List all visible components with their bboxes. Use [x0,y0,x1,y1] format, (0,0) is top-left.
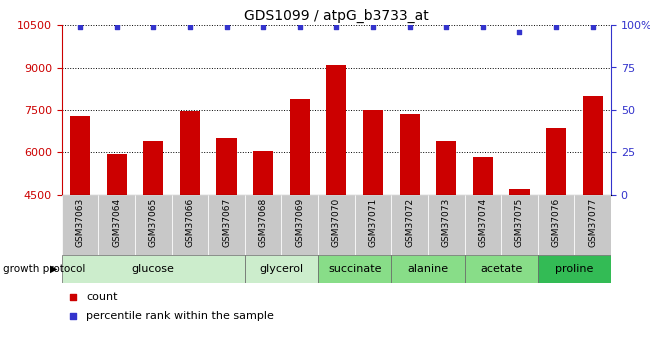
Bar [326,65,346,195]
Point [294,24,305,29]
Bar [107,154,127,195]
Text: count: count [86,292,118,302]
Bar [253,151,273,195]
Point [148,24,159,29]
Bar [546,128,566,195]
Text: alanine: alanine [408,264,448,274]
Point [588,24,598,29]
Bar [355,195,391,255]
Bar [391,195,428,255]
Point [478,24,488,29]
Point [75,24,85,29]
Point [431,64,441,70]
Point [258,24,268,29]
Bar [473,157,493,195]
Bar [143,141,163,195]
Text: GSM37077: GSM37077 [588,198,597,247]
Bar [428,195,465,255]
Text: GSM37065: GSM37065 [149,198,158,247]
Text: glucose: glucose [132,264,175,274]
Point [368,24,378,29]
Bar [172,195,208,255]
Text: GSM37064: GSM37064 [112,198,121,247]
Bar [62,255,245,283]
Bar [575,195,611,255]
Bar [436,141,456,195]
Text: GSM37070: GSM37070 [332,198,341,247]
Text: GSM37067: GSM37067 [222,198,231,247]
Bar [318,195,355,255]
Point [221,24,232,29]
Bar [582,96,603,195]
Point [441,24,451,29]
Text: proline: proline [555,264,593,274]
Text: GSM37074: GSM37074 [478,198,488,247]
Point [331,24,342,29]
Bar [245,255,318,283]
Text: GSM37063: GSM37063 [75,198,84,247]
Text: acetate: acetate [480,264,523,274]
Bar [318,255,391,283]
Title: GDS1099 / atpG_b3733_at: GDS1099 / atpG_b3733_at [244,8,429,22]
Bar [501,195,538,255]
Text: GSM37069: GSM37069 [295,198,304,247]
Bar [538,195,575,255]
Point [112,24,122,29]
Bar [70,116,90,195]
Bar [510,189,530,195]
Text: growth protocol: growth protocol [3,264,86,274]
Bar [245,195,281,255]
Text: succinate: succinate [328,264,382,274]
Bar [400,114,420,195]
Bar [465,255,538,283]
Text: glycerol: glycerol [259,264,304,274]
Bar [465,195,501,255]
Text: GSM37075: GSM37075 [515,198,524,247]
Bar [391,255,465,283]
Bar [180,111,200,195]
Text: percentile rank within the sample: percentile rank within the sample [86,311,274,321]
Text: GSM37076: GSM37076 [552,198,560,247]
Point [185,24,195,29]
Bar [363,110,383,195]
Text: GSM37068: GSM37068 [259,198,268,247]
Point [514,29,525,34]
Text: GSM37072: GSM37072 [405,198,414,247]
Point [404,24,415,29]
Bar [135,195,172,255]
Text: GSM37071: GSM37071 [369,198,378,247]
Bar [62,195,98,255]
Bar [290,99,310,195]
Bar [98,195,135,255]
Point [431,239,441,245]
Bar [208,195,245,255]
Bar [216,138,237,195]
Bar [538,255,611,283]
Text: GSM37073: GSM37073 [442,198,450,247]
Point [551,24,562,29]
Text: GSM37066: GSM37066 [185,198,194,247]
Text: ▶: ▶ [49,264,57,274]
Bar [281,195,318,255]
